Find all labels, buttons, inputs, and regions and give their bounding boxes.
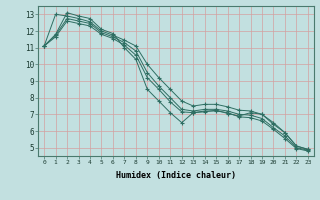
X-axis label: Humidex (Indice chaleur): Humidex (Indice chaleur) — [116, 171, 236, 180]
